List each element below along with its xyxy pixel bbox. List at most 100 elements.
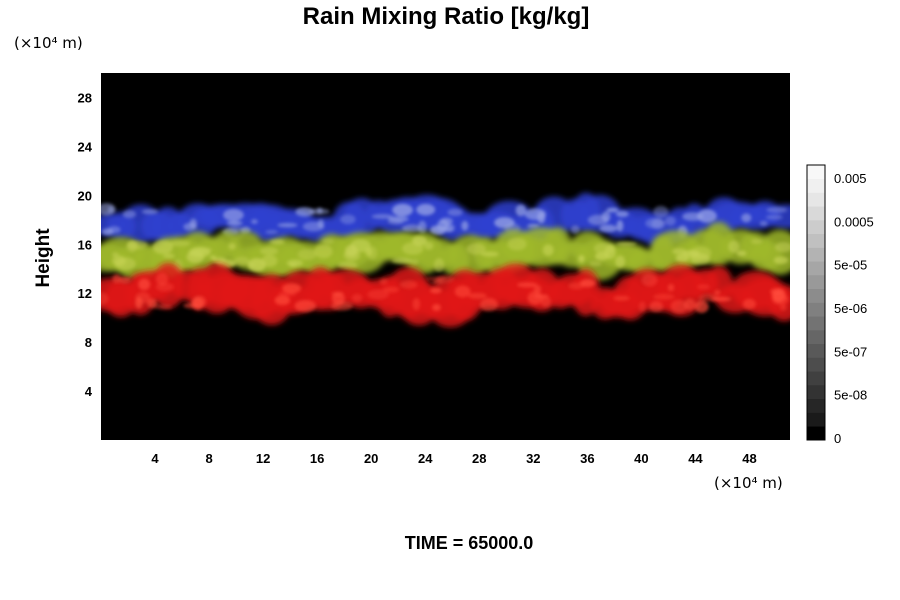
chart-title: Rain Mixing Ratio [kg/kg]	[303, 3, 590, 30]
band-highlight	[728, 240, 740, 253]
band-highlight	[454, 285, 471, 298]
colorbar-segment	[807, 275, 825, 290]
band-highlight	[766, 206, 788, 213]
colorbar-segment	[807, 398, 825, 413]
band-highlight	[228, 243, 236, 250]
band-highlight	[568, 282, 585, 290]
x-tick-label: 24	[418, 451, 433, 466]
band-highlight	[249, 262, 256, 268]
band-highlight	[736, 250, 747, 257]
band-highlight	[447, 208, 463, 217]
band-highlight	[147, 298, 158, 309]
band-highlight	[141, 209, 159, 215]
band-highlight	[118, 276, 131, 284]
band-highlight	[616, 241, 637, 247]
band-highlight	[593, 242, 615, 255]
band-highlight	[401, 224, 423, 233]
band-highlight	[675, 254, 690, 263]
band-highlight	[759, 220, 768, 226]
x-tick-label: 32	[526, 451, 540, 466]
colorbar-segment	[807, 412, 825, 427]
band-highlight	[122, 210, 137, 219]
band-highlight	[682, 212, 704, 221]
band-highlight	[294, 299, 317, 312]
colorbar-tick-label: 0.005	[834, 171, 867, 186]
colorbar-ticks: 0.005 0.0005 5e-05 5e-06 5e-07 5e-08 0	[834, 171, 874, 446]
band-highlight	[189, 218, 197, 229]
band-highlight	[351, 293, 363, 303]
band-highlight	[162, 253, 175, 259]
band-highlight	[773, 256, 789, 265]
band-highlight	[613, 295, 630, 301]
band-highlight	[698, 294, 719, 302]
colorbar-segment	[807, 385, 825, 400]
band-red-highlights	[101, 272, 789, 314]
x-tick-label: 40	[634, 451, 648, 466]
x-axis-ticks: 4 8 12 16 20 24 28 32 36 40 44 48	[151, 451, 756, 466]
band-highlight	[649, 301, 664, 313]
colorbar-segment	[807, 247, 825, 262]
y-tick-label: 16	[78, 237, 92, 252]
band-highlight	[540, 296, 552, 308]
band-highlight	[316, 207, 323, 214]
x-tick-label: 36	[580, 451, 594, 466]
band-highlight	[468, 292, 487, 299]
band-highlight	[277, 222, 298, 228]
band-highlight	[690, 253, 711, 265]
colorbar-segment	[807, 261, 825, 276]
colorbar-segment	[807, 220, 825, 235]
colorbar-segment	[807, 330, 825, 345]
band-highlight	[337, 261, 358, 270]
band-highlight	[135, 297, 143, 309]
band-highlight	[653, 293, 675, 300]
band-highlight	[697, 209, 717, 223]
band-highlight	[694, 300, 709, 313]
band-highlight	[641, 273, 658, 287]
y-axis-label: Height	[33, 228, 54, 288]
band-highlight	[112, 252, 119, 257]
band-highlight	[410, 258, 419, 266]
colorbar-segment	[807, 426, 825, 441]
band-highlight	[317, 219, 325, 229]
band-highlight	[345, 244, 358, 257]
band-highlight	[322, 238, 334, 245]
band-highlight	[247, 258, 266, 272]
band-highlight	[606, 207, 619, 213]
band-highlight	[480, 251, 499, 257]
band-highlight	[289, 263, 297, 268]
x-tick-label: 48	[742, 451, 756, 466]
band-highlight	[399, 280, 418, 289]
colorbar-segment	[807, 343, 825, 358]
band-highlight	[430, 287, 442, 294]
x-tick-label: 8	[205, 451, 212, 466]
y-tick-label: 12	[78, 286, 92, 301]
colorbar-segment	[807, 233, 825, 248]
colorbar-tick-label: 5e-06	[834, 301, 867, 316]
band-highlight	[517, 282, 538, 288]
band-highlight	[269, 239, 285, 245]
band-highlight	[616, 220, 624, 232]
band-highlight	[479, 298, 498, 312]
band-highlight	[774, 242, 790, 253]
band-highlight	[425, 276, 447, 282]
band-blob	[759, 229, 790, 275]
band-highlight	[615, 255, 626, 268]
band-highlight	[466, 243, 486, 255]
colorbar-frame	[806, 164, 826, 441]
band-highlight	[223, 208, 244, 222]
band-highlight	[589, 260, 602, 267]
band-highlight	[107, 226, 121, 234]
band-highlight	[169, 240, 191, 247]
colorbar-segment	[807, 302, 825, 317]
band-highlight	[570, 225, 580, 234]
band-highlight	[750, 238, 763, 244]
colorbar-tick-label: 0.0005	[834, 214, 874, 229]
x-tick-label: 4	[151, 451, 159, 466]
colorbar-segment	[807, 178, 825, 193]
band-blue	[101, 192, 790, 248]
band-highlight	[107, 205, 115, 214]
band-blue-highlights	[101, 203, 788, 240]
band-highlight	[365, 247, 373, 257]
band-highlight	[424, 241, 434, 250]
band-highlight	[697, 284, 710, 290]
